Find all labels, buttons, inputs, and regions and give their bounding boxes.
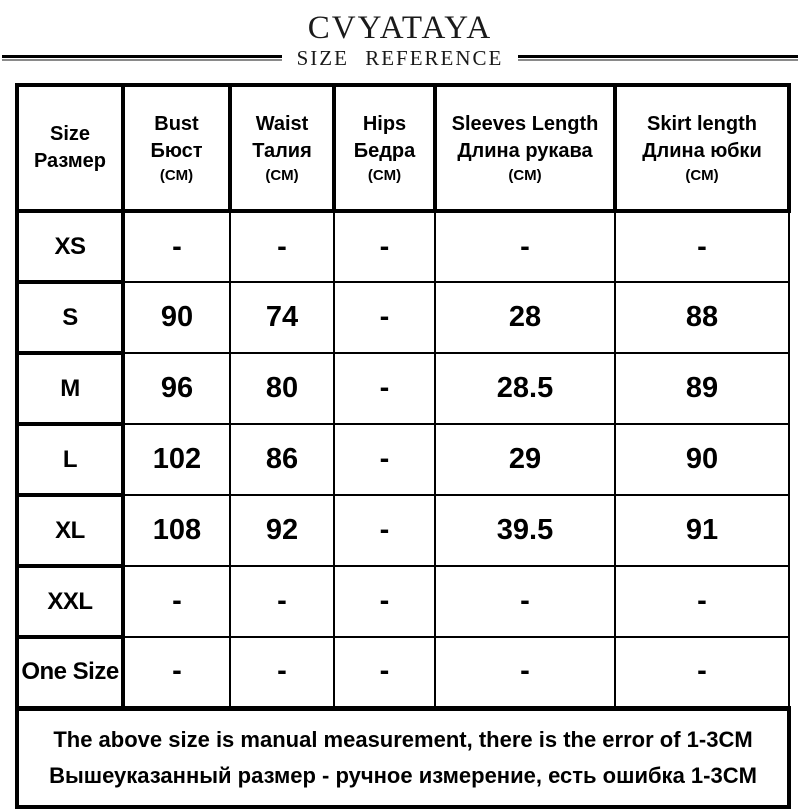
- table-row-s: S 90 74 - 28 88: [15, 280, 790, 355]
- header-label-en: Skirt length: [646, 112, 757, 135]
- waist-value: -: [229, 210, 335, 283]
- sleeves-length-value: 39.5: [434, 494, 616, 567]
- skirt-length-value: 89: [614, 352, 790, 425]
- header-unit: (CM): [685, 166, 719, 184]
- header-label-ru: Длина рукава: [457, 139, 593, 162]
- table-row-xxl: XXL - - - - -: [15, 564, 790, 639]
- table-row-m: M 96 80 - 28.5 89: [15, 351, 790, 426]
- header-unit: (CM): [367, 166, 402, 184]
- bust-value: -: [122, 636, 231, 709]
- bust-value: 90: [122, 281, 231, 354]
- header-label-en: Size: [49, 123, 91, 145]
- divider-line-black: [518, 55, 799, 58]
- hips-value: -: [333, 494, 436, 567]
- divider-line-left: [2, 55, 282, 61]
- divider-line-black: [2, 55, 282, 58]
- hips-value: -: [333, 281, 436, 354]
- column-header-size: Size Размер: [15, 83, 125, 213]
- brand-subtitle: SIZE REFERENCE: [296, 45, 504, 70]
- column-header-waist: Waist Талия (CM): [228, 83, 336, 213]
- bust-value: 96: [122, 352, 231, 425]
- skirt-length-value: 88: [614, 281, 790, 354]
- column-header-hips: Hips Бедра (CM): [332, 83, 437, 213]
- header-label-ru: Длина юбки: [642, 139, 762, 162]
- header-unit: (CM): [265, 166, 299, 184]
- header-label-en: Waist: [255, 112, 309, 135]
- table-row-xs: XS - - - - -: [15, 209, 790, 284]
- header-label-ru: Бедра: [353, 139, 416, 162]
- size-label: L: [15, 422, 125, 497]
- column-header-sleeves-length: Sleeves Length Длина рукава (CM): [433, 83, 617, 213]
- skirt-length-value: -: [614, 210, 790, 283]
- sleeves-length-value: 29: [434, 423, 616, 496]
- divider-line-gray: [518, 59, 799, 61]
- bust-value: 102: [122, 423, 231, 496]
- sleeves-length-value: 28: [434, 281, 616, 354]
- column-header-skirt-length: Skirt length Длина юбки (CM): [613, 83, 791, 213]
- size-label: XXL: [15, 564, 125, 639]
- header-label-en: Hips: [362, 112, 407, 135]
- measurement-note-row: The above size is manual measurement, th…: [15, 705, 791, 809]
- bust-value: -: [122, 565, 231, 638]
- table-row-one-size: One Size - - - - -: [15, 635, 790, 710]
- header-label-ru: Размер: [33, 150, 107, 172]
- sleeves-length-value: 28.5: [434, 352, 616, 425]
- bust-value: 108: [122, 494, 231, 567]
- column-header-bust: Bust Бюст (CM): [121, 83, 232, 213]
- table-header-row: Size Размер Bust Бюст (CM) Waist Талия (…: [15, 83, 791, 213]
- hips-value: -: [333, 636, 436, 709]
- skirt-length-value: 90: [614, 423, 790, 496]
- header-label-ru: Бюст: [150, 139, 203, 162]
- waist-value: 80: [229, 352, 335, 425]
- waist-value: -: [229, 565, 335, 638]
- size-label: XS: [15, 209, 125, 284]
- brand-title: CVYATAYA: [307, 10, 493, 46]
- hips-value: -: [333, 565, 436, 638]
- sleeves-length-value: -: [434, 210, 616, 283]
- waist-value: 86: [229, 423, 335, 496]
- note-line-ru: Вышеуказанный размер - ручное измерение,…: [49, 762, 757, 788]
- header-label-en: Sleeves Length: [451, 112, 599, 135]
- sleeves-length-value: -: [434, 636, 616, 709]
- hips-value: -: [333, 210, 436, 283]
- measurement-note: The above size is manual measurement, th…: [15, 705, 791, 809]
- size-label: XL: [15, 493, 125, 568]
- divider-line-right: [518, 55, 799, 61]
- bust-value: -: [122, 210, 231, 283]
- hips-value: -: [333, 352, 436, 425]
- size-label: One Size: [15, 635, 125, 710]
- divider-line-gray: [2, 59, 282, 61]
- skirt-length-value: -: [614, 565, 790, 638]
- hips-value: -: [333, 423, 436, 496]
- subtitle-divider: SIZE REFERENCE: [0, 46, 800, 70]
- header-label-en: Bust: [154, 112, 199, 135]
- size-label: S: [15, 280, 125, 355]
- size-reference-table: Size Размер Bust Бюст (CM) Waist Талия (…: [15, 83, 791, 809]
- waist-value: -: [229, 636, 335, 709]
- header-unit: (CM): [159, 166, 194, 184]
- waist-value: 74: [229, 281, 335, 354]
- note-line-en: The above size is manual measurement, th…: [53, 726, 753, 752]
- sleeves-length-value: -: [434, 565, 616, 638]
- skirt-length-value: -: [614, 636, 790, 709]
- size-label: M: [15, 351, 125, 426]
- header-label-ru: Талия: [252, 139, 312, 162]
- skirt-length-value: 91: [614, 494, 790, 567]
- waist-value: 92: [229, 494, 335, 567]
- table-row-l: L 102 86 - 29 90: [15, 422, 790, 497]
- table-row-xl: XL 108 92 - 39.5 91: [15, 493, 790, 568]
- header-unit: (CM): [508, 166, 542, 184]
